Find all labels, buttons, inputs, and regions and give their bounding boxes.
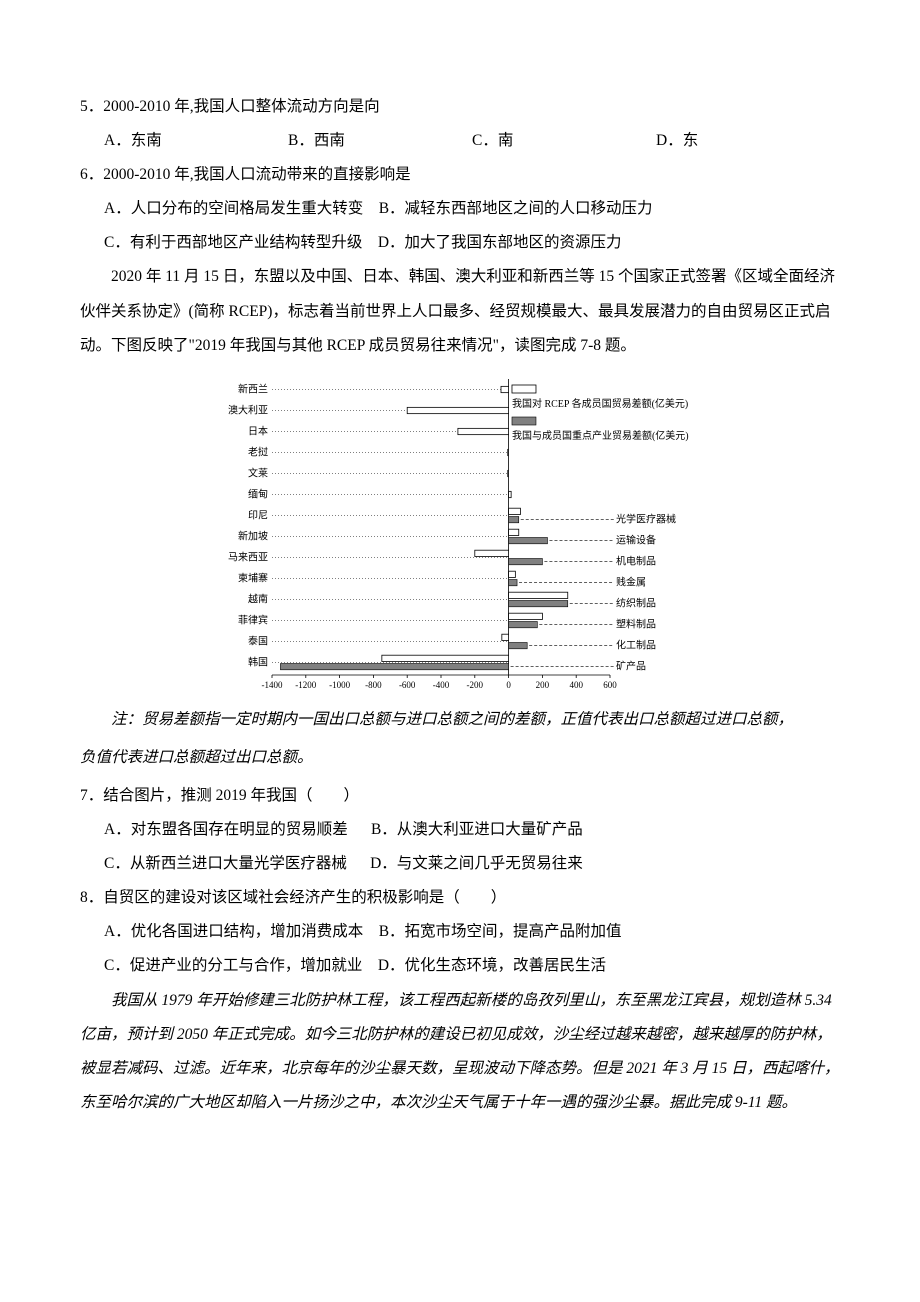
q8-stem: 8．自贸区的建设对该区域社会经济产生的积极影响是（ ） (80, 881, 840, 915)
q6-options-row1: A．人口分布的空间格局发生重大转变 B．减轻东西部地区之间的人口移动压力 (104, 192, 840, 226)
q5-opt-b: B．西南 (288, 124, 472, 158)
svg-text:我国与成员国重点产业贸易差额(亿美元): 我国与成员国重点产业贸易差额(亿美元) (512, 429, 689, 442)
q6-opt-c: C．有利于西部地区产业结构转型升级 (104, 234, 362, 251)
q6-options-row2: C．有利于西部地区产业结构转型升级 D．加大了我国东部地区的资源压力 (104, 226, 840, 260)
q7-options-row1: A．对东盟各国存在明显的贸易顺差 B．从澳大利亚进口大量矿产品 (104, 813, 840, 847)
q5-options: A．东南 B．西南 C．南 D．东 (104, 124, 840, 158)
q5-opt-a: A．东南 (104, 124, 288, 158)
svg-text:澳大利亚: 澳大利亚 (228, 403, 268, 416)
svg-text:-400: -400 (433, 680, 450, 690)
q5-opt-d: D．东 (656, 124, 840, 158)
q7-options-row2: C．从新西兰进口大量光学医疗器械 D．与文莱之间几乎无贸易往来 (104, 847, 840, 881)
svg-text:新加坡: 新加坡 (238, 529, 268, 542)
trade-chart-svg: -1400 -1200 -1000 -800 -600 -400 -200 0 200 400 60… (210, 373, 710, 693)
svg-text:-1200: -1200 (295, 680, 316, 690)
svg-text:我国对 RCEP 各成员国贸易差额(亿美元): 我国对 RCEP 各成员国贸易差额(亿美元) (512, 397, 688, 410)
q8-options-row1: A．优化各国进口结构，增加消费成本 B．拓宽市场空间，提高产品附加值 (104, 915, 840, 949)
q8-opt-c: C．促进产业的分工与合作，增加就业 (104, 957, 362, 974)
svg-text:印尼: 印尼 (248, 509, 268, 521)
q7-opt-b: B．从澳大利亚进口大量矿产品 (371, 821, 583, 838)
q6-stem: 6．2000-2010 年,我国人口流动带来的直接影响是 (80, 158, 840, 192)
svg-text:0: 0 (506, 680, 511, 690)
svg-text:600: 600 (603, 680, 617, 690)
svg-text:贱金属: 贱金属 (616, 575, 646, 588)
svg-text:-200: -200 (467, 680, 484, 690)
svg-text:-600: -600 (399, 680, 416, 690)
q6-opt-a: A．人口分布的空间格局发生重大转变 (104, 200, 363, 217)
svg-text:塑料制品: 塑料制品 (616, 617, 656, 630)
svg-text:机电制品: 机电制品 (616, 554, 656, 567)
q8-opt-d: D．优化生态环境，改善居民生活 (378, 957, 606, 974)
q7-stem: 7．结合图片，推测 2019 年我国（ ） (80, 779, 840, 813)
svg-text:日本: 日本 (248, 424, 268, 437)
svg-text:马来西亚: 马来西亚 (228, 551, 268, 563)
trade-chart: -1400 -1200 -1000 -800 -600 -400 -200 0 200 400 60… (80, 373, 840, 693)
svg-text:菲律宾: 菲律宾 (238, 613, 268, 626)
svg-text:光学医疗器械: 光学医疗器械 (616, 512, 676, 525)
q8-options-row2: C．促进产业的分工与合作，增加就业 D．优化生态环境，改善居民生活 (104, 949, 840, 983)
q8-opt-a: A．优化各国进口结构，增加消费成本 (104, 923, 363, 940)
svg-text:-800: -800 (365, 680, 382, 690)
q6-opt-b: B．减轻东西部地区之间的人口移动压力 (379, 200, 653, 217)
svg-text:新西兰: 新西兰 (238, 382, 268, 395)
q5-stem: 5．2000-2010 年,我国人口整体流动方向是向 (80, 90, 840, 124)
svg-text:泰国: 泰国 (248, 634, 268, 647)
svg-text:400: 400 (569, 680, 583, 690)
svg-text:-1400: -1400 (262, 680, 283, 690)
svg-text:200: 200 (536, 680, 550, 690)
passage-rcep: 2020 年 11 月 15 日，东盟以及中国、日本、韩国、澳大利亚和新西兰等 … (80, 260, 840, 362)
svg-text:文莱: 文莱 (248, 466, 268, 479)
q7-opt-a: A．对东盟各国存在明显的贸易顺差 (104, 821, 348, 838)
chart-note-line1: 注：贸易差额指一定时期内一国出口总额与进口总额之间的差额，正值代表出口总额超过进… (80, 703, 840, 737)
svg-text:纺织制品: 纺织制品 (616, 596, 656, 609)
passage-shelterbelt: 我国从 1979 年开始修建三北防护林工程，该工程西起新楼的岛孜列里山，东至黑龙… (80, 984, 840, 1120)
chart-note-line2: 负值代表进口总额超过出口总额。 (80, 741, 840, 775)
q5-opt-c: C．南 (472, 124, 656, 158)
svg-text:-1000: -1000 (329, 680, 350, 690)
q7-opt-c: C．从新西兰进口大量光学医疗器械 (104, 855, 347, 872)
svg-text:化工制品: 化工制品 (616, 638, 656, 651)
svg-text:缅甸: 缅甸 (248, 487, 268, 500)
svg-text:老挝: 老挝 (248, 445, 268, 458)
svg-text:运输设备: 运输设备 (616, 533, 656, 546)
svg-text:柬埔寨: 柬埔寨 (238, 571, 268, 584)
svg-text:韩国: 韩国 (248, 655, 268, 668)
q8-opt-b: B．拓宽市场空间，提高产品附加值 (379, 923, 622, 940)
q6-opt-d: D．加大了我国东部地区的资源压力 (378, 234, 622, 251)
svg-text:越南: 越南 (248, 592, 268, 605)
q7-opt-d: D．与文莱之间几乎无贸易往来 (370, 855, 583, 872)
svg-text:矿产品: 矿产品 (616, 659, 646, 672)
